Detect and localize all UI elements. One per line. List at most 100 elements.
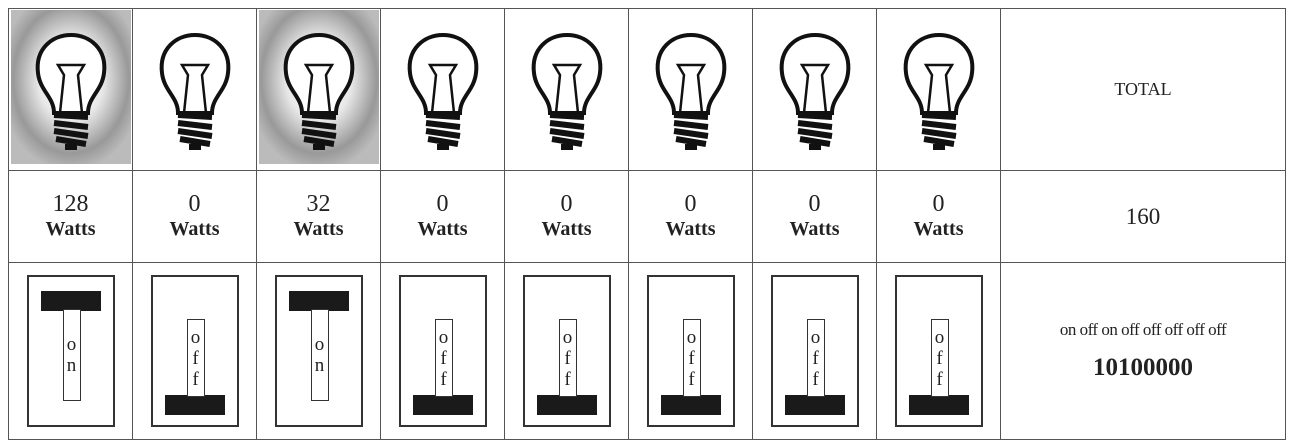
switch-lever: [40, 291, 101, 311]
watts-cell: 0 Watts: [752, 170, 877, 263]
bulb-cell: [256, 8, 381, 171]
bulb-cell: [132, 8, 257, 171]
bulb-row: TOTAL: [8, 8, 1286, 171]
watts-value: 0: [684, 190, 697, 217]
switch-lever: [536, 395, 597, 415]
switch-lever: [784, 395, 845, 415]
bulb-base: [53, 112, 88, 147]
filament: [427, 63, 458, 114]
switch-cell: off: [504, 262, 629, 440]
switch: off: [522, 275, 611, 427]
total-switch-cell: on off on off off off off off 10100000: [1000, 262, 1286, 440]
filament: [675, 63, 706, 114]
bulb-glass: [531, 32, 602, 115]
switch-lever: [660, 395, 721, 415]
switch-cell: on: [8, 262, 133, 440]
bulb-base: [549, 112, 584, 147]
watts-value: 0: [808, 190, 821, 217]
bulb: [655, 32, 726, 150]
switch-label: off: [805, 319, 826, 397]
switch-label: off: [185, 319, 206, 397]
switch: on: [274, 275, 363, 427]
watts-value: 0: [932, 190, 945, 217]
bulb: [531, 32, 602, 150]
switch: off: [894, 275, 983, 427]
watts-unit: Watts: [169, 217, 220, 240]
bulb-glass: [159, 32, 230, 115]
switch: off: [646, 275, 735, 427]
bulb-base: [301, 112, 336, 147]
filament: [923, 63, 954, 114]
bulb-base: [797, 112, 832, 147]
bulb-cell: [380, 8, 505, 171]
watts-unit: Watts: [417, 217, 468, 240]
filament: [551, 63, 582, 114]
switch-cell: off: [380, 262, 505, 440]
switch-cell: off: [132, 262, 257, 440]
bulb-cell: [504, 8, 629, 171]
filament: [799, 63, 830, 114]
filament: [179, 63, 210, 114]
bulb-glass: [655, 32, 726, 115]
bulb-cell: [8, 8, 133, 171]
switch: off: [770, 275, 859, 427]
watts-value: 0: [188, 190, 201, 217]
binary-table: TOTAL 128 Watts 0 Watts 32 Watts 0 Watts 0 Watts 0…: [8, 8, 1286, 440]
watts-unit: Watts: [665, 217, 716, 240]
bulb: [159, 32, 230, 150]
watts-value: 128: [52, 190, 89, 217]
bulb-cell: [876, 8, 1001, 171]
watts-cell: 0 Watts: [876, 170, 1001, 263]
bulb: [258, 10, 379, 164]
watts-cell: 128 Watts: [8, 170, 133, 263]
switch: on: [26, 275, 115, 427]
watts-value: 0: [560, 190, 573, 217]
bulb-glass: [407, 32, 478, 115]
switch-label: on: [309, 309, 330, 401]
watts-unit: Watts: [789, 217, 840, 240]
bulb-cell: [752, 8, 877, 171]
bulb-glass: [35, 32, 106, 115]
switch-label: on: [61, 309, 82, 401]
watts-row: 128 Watts 0 Watts 32 Watts 0 Watts 0 Watts 0 Watts 0…: [8, 170, 1286, 263]
watts-unit: Watts: [913, 217, 964, 240]
switch-row: on off on off off off off off on off on off off …: [8, 262, 1286, 440]
switch-states: on off on off off off off off: [1059, 320, 1227, 339]
watts-value: 32: [306, 190, 331, 217]
switch-label: off: [557, 319, 578, 397]
bulb-glass: [283, 32, 354, 115]
bulb-base: [425, 112, 460, 147]
watts-cell: 32 Watts: [256, 170, 381, 263]
switch-lever: [164, 395, 225, 415]
bulb-cell: [628, 8, 753, 171]
total-cell: TOTAL: [1000, 8, 1286, 171]
bulb-base: [921, 112, 956, 147]
switch: off: [398, 275, 487, 427]
switch-label: off: [681, 319, 702, 397]
switch-lever: [412, 395, 473, 415]
watts-unit: Watts: [541, 217, 592, 240]
total-label: TOTAL: [1114, 79, 1172, 99]
bulb: [779, 32, 850, 150]
switch-cell: off: [752, 262, 877, 440]
watts-unit: Watts: [45, 217, 96, 240]
total-watts-cell: 160: [1000, 170, 1286, 263]
switch-lever: [288, 291, 349, 311]
switch-label: off: [929, 319, 950, 397]
filament: [55, 63, 86, 114]
switch-label: off: [433, 319, 454, 397]
watts-unit: Watts: [293, 217, 344, 240]
switch: off: [150, 275, 239, 427]
bulb-glass: [903, 32, 974, 115]
bulb: [903, 32, 974, 150]
watts-cell: 0 Watts: [380, 170, 505, 263]
binary-number: 10100000: [1093, 354, 1193, 381]
total-watts: 160: [1125, 203, 1161, 229]
watts-value: 0: [436, 190, 449, 217]
watts-cell: 0 Watts: [628, 170, 753, 263]
watts-cell: 0 Watts: [504, 170, 629, 263]
bulb-base: [673, 112, 708, 147]
bulb-base: [177, 112, 212, 147]
switch-cell: off: [628, 262, 753, 440]
